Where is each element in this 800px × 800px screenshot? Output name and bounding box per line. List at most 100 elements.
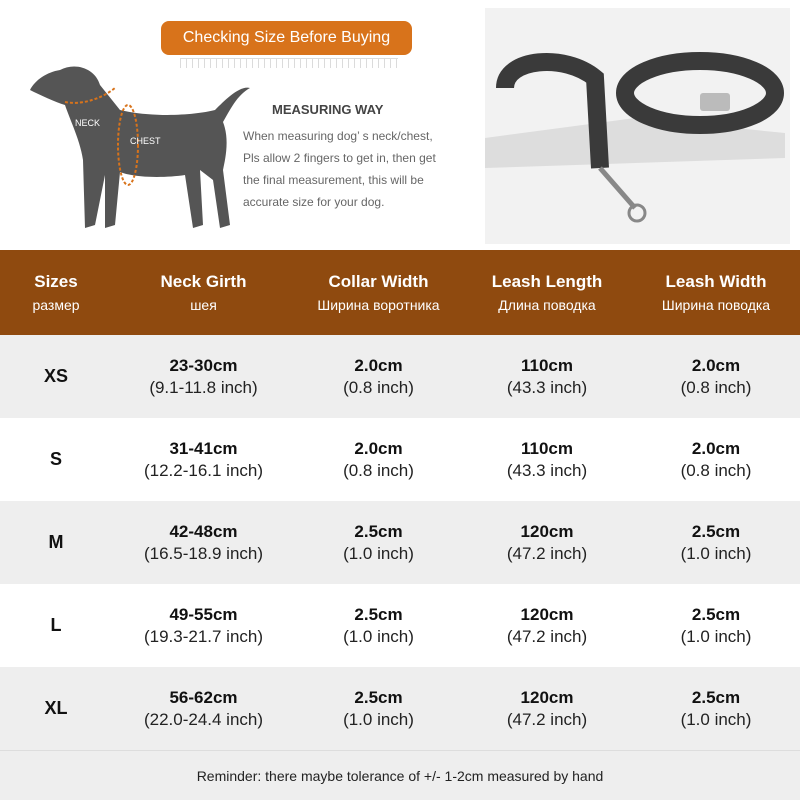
collar-leash-photo <box>485 8 790 244</box>
collar-cell: 2.5cm (1.0 inch) <box>295 688 462 730</box>
imperial-value: (0.8 inch) <box>343 460 414 480</box>
width-cell: 2.5cm (1.0 inch) <box>632 522 800 564</box>
size-table: Sizes размер Neck Girth шея Collar Width Ши… <box>0 250 800 750</box>
banner: Checking Size Before Buying <box>161 21 412 55</box>
width-cell: 2.5cm (1.0 inch) <box>632 688 800 730</box>
header-en: Collar Width <box>328 272 429 291</box>
table-row: M 42-48cm (16.5-18.9 inch) 2.5cm (1.0 inch) 1… <box>0 501 800 584</box>
imperial-value: (47.2 inch) <box>506 709 588 729</box>
imperial-value: (1.0 inch) <box>343 626 414 646</box>
header-ru: Длина поводка <box>498 297 596 313</box>
instruction-line: accurate size for your dog. <box>243 195 385 209</box>
metric-value: 2.5cm <box>354 687 403 707</box>
size-cell: S <box>49 449 62 469</box>
metric-value: 2.5cm <box>354 521 403 541</box>
reminder-footer: Reminder: there maybe tolerance of +/- 1… <box>0 750 800 800</box>
imperial-value: (0.8 inch) <box>680 377 752 397</box>
width-cell: 2.0cm (0.8 inch) <box>632 356 800 398</box>
imperial-value: (1.0 inch) <box>680 709 752 729</box>
metric-value: 2.0cm <box>691 438 741 458</box>
neck-cell: 31-41cm (12.2-16.1 inch) <box>112 439 295 481</box>
header-en: Neck Girth <box>160 272 247 291</box>
imperial-value: (0.8 inch) <box>343 377 414 397</box>
length-cell: 120cm (47.2 inch) <box>462 522 632 564</box>
ruler-decoration <box>180 58 398 68</box>
imperial-value: (43.3 inch) <box>506 460 588 480</box>
metric-value: 120cm <box>520 687 574 707</box>
table-row: L 49-55cm (19.3-21.7 inch) 2.5cm (1.0 inch) 1… <box>0 584 800 667</box>
header-en: Leash Width <box>665 272 767 291</box>
instruction-line: the final measurement, this will be <box>243 173 424 187</box>
header-en: Sizes <box>34 272 78 291</box>
metric-value: 120cm <box>520 521 574 541</box>
metric-value: 49-55cm <box>169 604 238 624</box>
length-cell: 120cm (47.2 inch) <box>462 605 632 647</box>
header-ru: размер <box>32 297 80 313</box>
width-cell: 2.5cm (1.0 inch) <box>632 605 800 647</box>
size-cell: XS <box>43 366 68 386</box>
neck-cell: 42-48cm (16.5-18.9 inch) <box>112 522 295 564</box>
chest-label: CHEST <box>130 136 161 146</box>
imperial-value: (1.0 inch) <box>343 709 414 729</box>
metric-value: 2.5cm <box>354 604 403 624</box>
imperial-value: (12.2-16.1 inch) <box>143 460 264 480</box>
collar-cell: 2.0cm (0.8 inch) <box>295 439 462 481</box>
length-cell: 120cm (47.2 inch) <box>462 688 632 730</box>
length-cell: 110cm (43.3 inch) <box>462 439 632 481</box>
imperial-value: (1.0 inch) <box>680 626 752 646</box>
header-ru: Ширина воротника <box>317 297 440 313</box>
metric-value: 42-48cm <box>169 521 238 541</box>
imperial-value: (43.3 inch) <box>506 377 588 397</box>
metric-value: 120cm <box>520 604 574 624</box>
neck-cell: 49-55cm (19.3-21.7 inch) <box>112 605 295 647</box>
metric-value: 56-62cm <box>169 687 238 707</box>
collar-cell: 2.5cm (1.0 inch) <box>295 522 462 564</box>
table-row: S 31-41cm (12.2-16.1 inch) 2.0cm (0.8 inch) 1… <box>0 418 800 501</box>
metric-value: 2.5cm <box>691 604 741 624</box>
imperial-value: (16.5-18.9 inch) <box>143 543 264 563</box>
metric-value: 110cm <box>521 355 573 375</box>
neck-cell: 23-30cm (9.1-11.8 inch) <box>112 356 295 398</box>
metric-value: 23-30cm <box>169 355 238 375</box>
header-sizes: Sizes размер <box>0 272 112 313</box>
header-leash-width: Leash Width Ширина поводка <box>632 272 800 313</box>
metric-value: 2.0cm <box>691 355 741 375</box>
imperial-value: (47.2 inch) <box>506 543 588 563</box>
instruction-line: When measuring dog’ s neck/chest, <box>243 129 433 143</box>
header-ru: шея <box>190 297 217 313</box>
imperial-value: (47.2 inch) <box>506 626 588 646</box>
instruction-line: Pls allow 2 fingers to get in, then get <box>243 151 436 165</box>
size-cell: M <box>48 532 64 552</box>
header-en: Leash Length <box>491 272 603 291</box>
length-cell: 110cm (43.3 inch) <box>462 356 632 398</box>
neck-cell: 56-62cm (22.0-24.4 inch) <box>112 688 295 730</box>
neck-label: NECK <box>75 118 100 128</box>
size-cell: L <box>50 615 62 635</box>
table-row: XS 23-30cm (9.1-11.8 inch) 2.0cm (0.8 inch) 1… <box>0 335 800 418</box>
metric-value: 31-41cm <box>169 438 238 458</box>
metric-value: 2.5cm <box>691 687 741 707</box>
metric-value: 2.0cm <box>354 355 403 375</box>
collar-cell: 2.0cm (0.8 inch) <box>295 356 462 398</box>
width-cell: 2.0cm (0.8 inch) <box>632 439 800 481</box>
collar-cell: 2.5cm (1.0 inch) <box>295 605 462 647</box>
metric-value: 2.0cm <box>354 438 403 458</box>
size-cell: XL <box>44 698 68 718</box>
measuring-instructions: When measuring dog’ s neck/chest, Pls al… <box>243 125 463 213</box>
dog-silhouette-icon: NECK CHEST <box>30 66 250 228</box>
header-leash-length: Leash Length Длина поводка <box>462 272 632 313</box>
imperial-value: (1.0 inch) <box>343 543 414 563</box>
metric-value: 110cm <box>521 438 573 458</box>
header-ru: Ширина поводка <box>661 297 771 313</box>
header-neck-girth: Neck Girth шея <box>112 272 295 313</box>
header-collar-width: Collar Width Ширина воротника <box>295 272 462 313</box>
table-body: XS 23-30cm (9.1-11.8 inch) 2.0cm (0.8 inch) 1… <box>0 335 800 750</box>
imperial-value: (19.3-21.7 inch) <box>143 626 264 646</box>
table-row: XL 56-62cm (22.0-24.4 inch) 2.5cm (1.0 inch)… <box>0 667 800 750</box>
imperial-value: (1.0 inch) <box>680 543 752 563</box>
table-header: Sizes размер Neck Girth шея Collar Width Ши… <box>0 250 800 335</box>
metric-value: 2.5cm <box>691 521 741 541</box>
measuring-title: MEASURING WAY <box>272 102 384 117</box>
imperial-value: (22.0-24.4 inch) <box>143 709 264 729</box>
imperial-value: (0.8 inch) <box>680 460 752 480</box>
